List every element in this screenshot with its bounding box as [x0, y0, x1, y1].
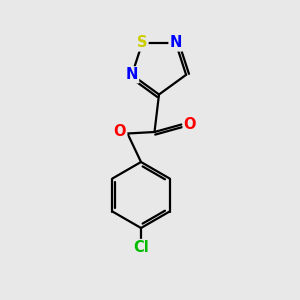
Text: N: N [169, 35, 182, 50]
Text: N: N [126, 67, 138, 82]
Text: O: O [184, 117, 196, 132]
Text: O: O [114, 124, 126, 140]
Text: S: S [137, 35, 148, 50]
Text: Cl: Cl [133, 240, 149, 255]
